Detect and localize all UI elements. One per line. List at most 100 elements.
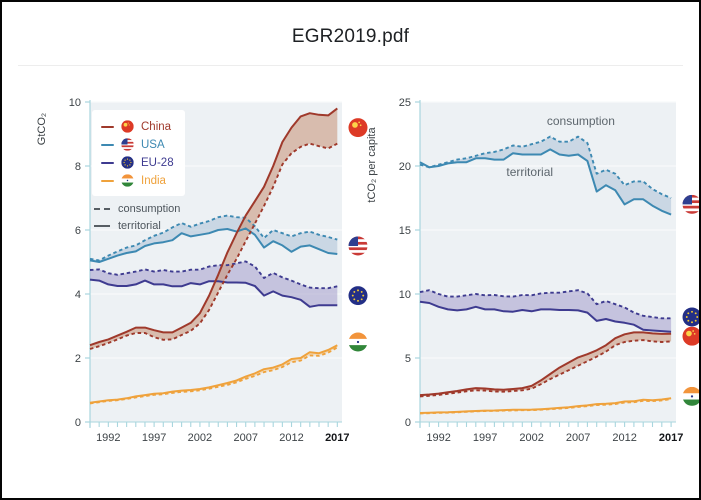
usa-band: [420, 136, 672, 215]
x-tick-label: 2012: [612, 432, 636, 444]
right-chart-svg: 0 5 10 15 20 25 1992 1997 2002 2007 2012 2017 tCO₂ p…: [366, 97, 699, 444]
dashed-line-sample: [94, 207, 110, 210]
usa-flag-icon: [121, 138, 134, 151]
legend-label: territorial: [118, 219, 161, 232]
eu28-line-sample: [101, 161, 114, 164]
legend-item-china: China: [101, 118, 174, 135]
legend-label: EU-28: [141, 156, 174, 169]
plot-area: [420, 102, 676, 422]
y-tick-label: 0: [75, 417, 81, 429]
usa-line-sample: [101, 143, 114, 146]
eu-28-band: [420, 290, 672, 332]
end-flags: [682, 194, 699, 406]
usa-territorial-line: [419, 148, 672, 216]
y-tick-label: 8: [75, 161, 81, 173]
china-consumption-line: [419, 339, 672, 398]
x-tick-label: 2017: [325, 432, 349, 444]
legend-item-territorial: territorial: [94, 218, 180, 233]
y-axis-ticks: 0 5 10 15 20 25: [399, 97, 420, 429]
usa-band: [90, 215, 338, 262]
eu-flag-icon: [348, 286, 368, 306]
x-axis-ticks: 1992 1997 2002 2007 2012 2017: [89, 422, 350, 444]
y-tick-label: 20: [399, 161, 411, 173]
chart-total-emissions: 0 2 4 6 8 10 1992 1997 2002 2007 2012 2017 GtCO₂ Chi…: [32, 87, 372, 462]
usa-flag-icon: [121, 138, 134, 151]
y-tick-label: 0: [405, 417, 411, 429]
eu-28-consumption-line: [419, 289, 672, 320]
x-tick-label: 2012: [279, 432, 303, 444]
pdf-title: EGR2019.pdf: [291, 26, 410, 47]
y-tick-label: 5: [405, 353, 411, 365]
eu-flag-icon: [121, 156, 134, 169]
legend: China USA EU-28 India: [92, 110, 185, 196]
series-lines: [419, 135, 672, 415]
y-tick-label: 4: [75, 289, 81, 301]
eu-flag-icon: [682, 307, 699, 327]
y-tick-label: 10: [399, 289, 411, 301]
header-divider: [18, 65, 683, 66]
china-consumption-line: [89, 142, 338, 350]
china-line-sample: [101, 125, 114, 128]
axes: [419, 100, 676, 428]
legend-item-usa: USA: [101, 136, 174, 153]
consumption-annotation: consumption: [547, 114, 615, 128]
x-tick-label: 1992: [426, 432, 450, 444]
usa-territorial-line: [89, 227, 338, 263]
china-flag-icon: [682, 326, 699, 346]
chart-per-capita-emissions: 0 5 10 15 20 25 1992 1997 2002 2007 2012 2017 tCO₂ p…: [362, 87, 699, 462]
x-tick-label: 2017: [659, 432, 683, 444]
india-flag-icon: [348, 332, 368, 352]
series-lines: [89, 107, 338, 405]
axes: [89, 100, 342, 428]
legend-item-consumption: consumption: [94, 201, 180, 216]
x-tick-label: 1997: [142, 432, 166, 444]
india-flag-icon: [682, 386, 699, 406]
x-axis-ticks: 1992 1997 2002 2007 2012 2017: [419, 422, 683, 444]
india-territorial-line: [89, 344, 338, 404]
y-tick-label: 6: [75, 225, 81, 237]
y-tick-label: 2: [75, 353, 81, 365]
usa-flag-icon: [348, 236, 368, 256]
x-tick-label: 2007: [566, 432, 590, 444]
left-chart-svg: 0 2 4 6 8 10 1992 1997 2002 2007 2012 2017 GtCO₂: [36, 97, 368, 444]
india-flag-icon: [121, 174, 134, 187]
bands: [90, 108, 338, 404]
y-tick-label: 25: [399, 97, 411, 109]
eu-28-consumption-line: [89, 260, 338, 290]
y-axis-ticks: 0 2 4 6 8 10: [69, 97, 90, 429]
eu-28-territorial-line: [89, 278, 338, 308]
india-consumption-line: [419, 398, 672, 415]
legend-item-india: India: [101, 172, 174, 189]
india-line-sample: [101, 179, 114, 182]
india-flag-icon: [121, 174, 134, 187]
eu-flag-icon: [121, 156, 134, 169]
y-axis-title: GtCO₂: [36, 113, 48, 145]
china-territorial-line: [419, 331, 672, 397]
china-flag-icon: [348, 118, 368, 138]
legend-label: India: [141, 174, 166, 187]
eu-28-band: [90, 261, 338, 307]
legend-label: USA: [141, 138, 165, 151]
x-tick-label: 2002: [188, 432, 212, 444]
legend-label: China: [141, 120, 172, 133]
bands: [420, 136, 672, 414]
x-tick-label: 2007: [233, 432, 257, 444]
x-tick-label: 1997: [473, 432, 497, 444]
y-tick-label: 10: [69, 97, 81, 109]
line-style-legend: consumption territorial: [94, 201, 180, 233]
usa-flag-icon: [682, 194, 699, 214]
china-band: [420, 332, 672, 397]
eu-28-territorial-line: [419, 300, 672, 333]
china-flag-icon: [121, 120, 134, 133]
legend-item-eu28: EU-28: [101, 154, 174, 171]
china-territorial-line: [89, 107, 338, 347]
territorial-annotation: territorial: [506, 165, 553, 179]
china-band: [90, 108, 338, 350]
china-flag-icon: [121, 120, 134, 133]
solid-line-sample: [94, 224, 110, 227]
legend-label: consumption: [118, 202, 181, 215]
y-tick-label: 15: [399, 225, 411, 237]
x-tick-label: 1992: [96, 432, 120, 444]
end-flags: [348, 118, 368, 352]
y-axis-title: tCO₂ per capita: [366, 127, 378, 203]
